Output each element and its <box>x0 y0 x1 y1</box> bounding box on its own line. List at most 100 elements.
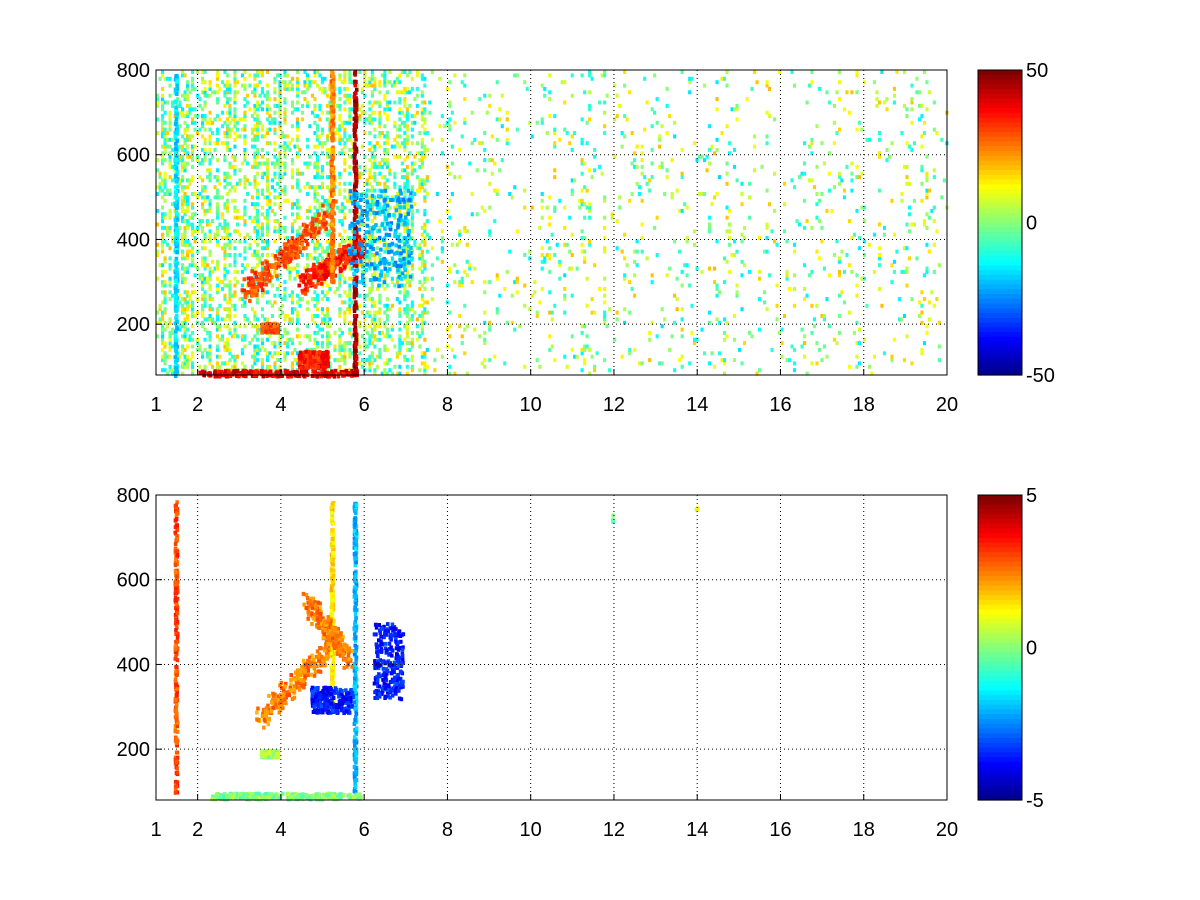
heatmap-cell <box>415 70 419 74</box>
heatmap-cell <box>410 161 414 166</box>
heatmap-cell <box>186 185 190 190</box>
heatmap-cell <box>398 202 402 207</box>
heatmap-cell <box>338 334 342 339</box>
heatmap-cell <box>548 114 552 119</box>
heatmap-cell <box>368 259 372 264</box>
heatmap-cell <box>410 364 414 369</box>
heatmap-cell <box>398 232 402 237</box>
heatmap-cell <box>820 358 824 363</box>
heatmap-cell <box>340 219 344 224</box>
heatmap-cell <box>822 314 826 318</box>
heatmap-cell <box>191 164 195 169</box>
heatmap-cell <box>630 131 634 135</box>
heatmap-cell <box>892 93 896 98</box>
heatmap-cell <box>420 100 424 105</box>
heatmap-cell <box>191 246 195 251</box>
heatmap-cell <box>285 73 289 78</box>
heatmap-cell <box>383 151 387 156</box>
heatmap-cell <box>553 131 557 135</box>
heatmap-cell <box>283 97 287 102</box>
heatmap-cell <box>490 134 494 139</box>
heatmap-cell <box>580 229 584 234</box>
heatmap-cell <box>338 86 342 91</box>
heatmap-cell <box>171 368 175 373</box>
heatmap-cell <box>932 269 936 274</box>
heatmap-cell <box>398 334 402 339</box>
heatmap-cell <box>378 300 382 305</box>
heatmap-cell <box>331 137 335 142</box>
heatmap-cell <box>183 364 187 369</box>
heatmap-cell <box>350 229 354 234</box>
heatmap-cell <box>907 212 911 217</box>
heatmap-cell <box>385 361 389 366</box>
heatmap-cell <box>837 181 841 186</box>
heatmap-cell <box>255 256 259 261</box>
heatmap-cell <box>733 358 737 363</box>
heatmap-cell <box>423 100 427 105</box>
heatmap-cell <box>343 141 347 146</box>
heatmap-cell <box>331 145 335 150</box>
heatmap-cell <box>338 283 342 288</box>
heatmap-cell <box>163 239 167 244</box>
heatmap-cell <box>425 300 429 305</box>
heatmap-cell <box>922 120 926 125</box>
heatmap-cell <box>240 334 244 339</box>
heatmap-cell <box>213 147 217 152</box>
heatmap-cell <box>273 117 277 122</box>
heatmap-cell <box>425 232 429 237</box>
heatmap-cell <box>410 330 414 335</box>
heatmap-cell <box>243 117 247 122</box>
heatmap-cell <box>331 204 335 209</box>
heatmap-cell <box>243 212 247 217</box>
heatmap-cell <box>795 219 799 224</box>
heatmap-cell <box>423 222 427 227</box>
heatmap-cell <box>325 249 329 254</box>
heatmap-cell <box>378 100 382 105</box>
heatmap-cell <box>378 90 382 95</box>
heatmap-cell <box>393 171 397 176</box>
heatmap-cell <box>281 249 285 254</box>
heatmap-cell <box>370 229 374 234</box>
heatmap-cell <box>283 330 287 335</box>
heatmap-cell <box>243 147 247 152</box>
heatmap-cell <box>223 141 227 146</box>
heatmap-cell <box>278 164 282 169</box>
heatmap-cell <box>690 303 694 308</box>
heatmap-cell <box>690 330 694 335</box>
heatmap-cell <box>250 164 254 169</box>
heatmap-cell <box>460 341 464 346</box>
heatmap-cell <box>370 351 374 356</box>
heatmap-cell <box>593 147 597 152</box>
heatmap-cell <box>458 239 462 244</box>
heatmap-cell <box>413 202 417 207</box>
heatmap-cell <box>320 269 324 274</box>
heatmap-cell <box>223 70 227 74</box>
heatmap-cell <box>370 320 374 325</box>
heatmap-cell <box>290 364 294 369</box>
heatmap-cell <box>181 161 185 166</box>
heatmap-cell <box>255 107 259 112</box>
heatmap-cell <box>588 168 592 173</box>
heatmap-cell <box>201 161 205 166</box>
heatmap-cell <box>373 83 377 88</box>
heatmap-cell <box>855 354 859 359</box>
heatmap-cell <box>255 202 259 207</box>
heatmap-cell <box>405 371 409 376</box>
heatmap-cell <box>875 97 879 102</box>
heatmap-cell <box>448 334 452 339</box>
heatmap-cell <box>263 93 267 98</box>
heatmap-cell <box>408 90 412 95</box>
heatmap-cell <box>375 181 379 186</box>
heatmap-cell <box>638 185 642 190</box>
heatmap-cell <box>468 161 472 166</box>
heatmap-cell <box>827 188 831 193</box>
heatmap-cell <box>488 93 492 98</box>
heatmap-cell <box>383 320 387 325</box>
heatmap-cell <box>620 354 624 359</box>
heatmap-cell <box>630 192 634 196</box>
heatmap-cell <box>225 341 229 346</box>
heatmap-cell <box>338 280 342 285</box>
heatmap-cell <box>323 317 327 322</box>
heatmap-cell <box>163 256 167 261</box>
